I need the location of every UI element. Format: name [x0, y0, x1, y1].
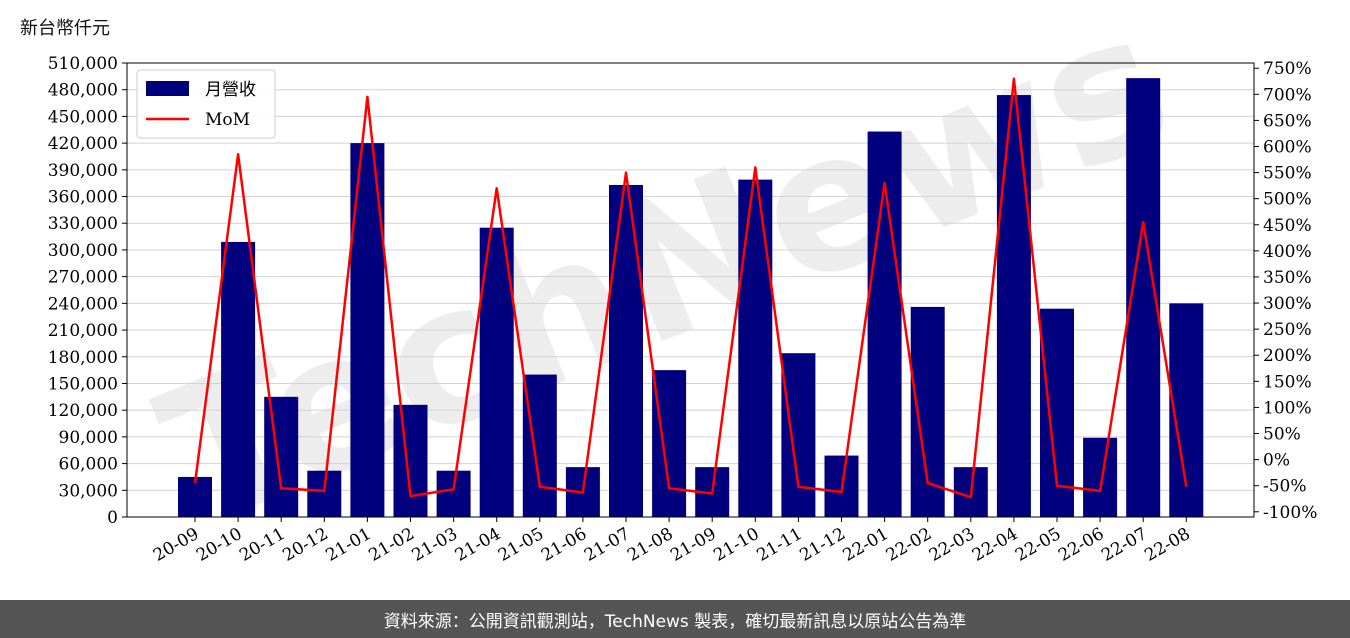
x-tick-label: 22-01 [840, 524, 892, 566]
bar [393, 404, 428, 517]
left-tick-label: 90,000 [59, 428, 118, 448]
x-tick-label: 21-09 [667, 524, 719, 566]
y-axis-unit-label: 新台幣仟元 [20, 18, 110, 39]
right-tick-label: 350% [1263, 268, 1312, 288]
left-tick-label: 330,000 [48, 214, 118, 234]
x-tick-label: 22-03 [926, 524, 978, 566]
left-tick-label: 450,000 [48, 107, 118, 127]
right-tick-label: 250% [1263, 320, 1312, 340]
x-tick-label: 21-05 [495, 524, 547, 566]
left-tick-label: 0 [107, 508, 118, 528]
left-tick-label: 360,000 [48, 188, 118, 208]
left-tick-label: 270,000 [48, 268, 118, 288]
x-tick-label: 21-04 [452, 524, 504, 566]
right-tick-label: 750% [1263, 59, 1312, 79]
left-tick-label: 480,000 [48, 81, 118, 101]
bar [436, 470, 471, 517]
bar [910, 306, 945, 517]
mom-line [193, 77, 1188, 499]
source-footer: 資料來源：公開資訊觀測站，TechNews 製表，確切最新訊息以原站公告為準 [0, 600, 1350, 638]
x-tick-label: 22-07 [1098, 524, 1150, 566]
x-tick-label: 21-03 [409, 524, 461, 566]
bar [178, 476, 212, 517]
x-tick-label: 21-11 [753, 524, 805, 566]
bar [264, 396, 299, 517]
x-tick-label: 20-09 [150, 524, 202, 566]
x-tick-label: 21-08 [624, 524, 676, 566]
right-tick-label: -100% [1263, 503, 1317, 523]
x-tick-label: 22-08 [1141, 524, 1193, 566]
bar [1083, 437, 1118, 517]
bar [652, 370, 687, 517]
x-tick-label: 21-01 [322, 524, 374, 566]
bar [221, 241, 256, 517]
legend-label-mom: MoM [205, 110, 250, 130]
x-tick-label: 22-04 [969, 524, 1021, 566]
right-tick-label: -50% [1263, 477, 1307, 497]
left-tick-label: 300,000 [48, 241, 118, 261]
left-tick-label: 120,000 [48, 401, 118, 421]
plot-frame [126, 62, 1255, 518]
right-tick-label: 650% [1263, 111, 1312, 131]
legend-bar-swatch [146, 81, 189, 96]
x-tick-label: 22-06 [1055, 524, 1107, 566]
bar [522, 374, 557, 517]
right-tick-label: 100% [1263, 398, 1312, 418]
right-tick-label: 200% [1263, 346, 1312, 366]
x-tick-label: 21-10 [710, 524, 762, 566]
left-tick-label: 240,000 [48, 294, 118, 314]
left-tick-label: 60,000 [59, 455, 118, 475]
right-tick-label: 50% [1263, 425, 1301, 445]
x-tick-label: 22-02 [883, 524, 935, 566]
legend-label-revenue: 月營收 [205, 80, 256, 100]
x-tick-label: 21-02 [366, 524, 418, 566]
left-tick-label: 510,000 [48, 54, 118, 74]
legend: 月營收 MoM [136, 69, 276, 139]
left-axis: 0 30,000 60,000 90,000 120,000 150,000 180,000… [48, 54, 127, 528]
right-tick-label: 300% [1263, 294, 1312, 314]
bar [307, 470, 342, 517]
right-tick-label: 550% [1263, 164, 1312, 184]
right-tick-label: 500% [1263, 190, 1312, 210]
left-tick-label: 210,000 [48, 321, 118, 341]
left-tick-label: 390,000 [48, 161, 118, 181]
right-tick-label: 700% [1263, 85, 1312, 105]
bar [738, 179, 773, 517]
right-axis: -100% -50% 0% 50% 100% 150% 200% 250% 300% 350% 40… [1254, 59, 1317, 523]
left-tick-label: 420,000 [48, 134, 118, 154]
mom-points [194, 78, 1187, 498]
left-tick-label: 180,000 [48, 348, 118, 368]
right-tick-label: 150% [1263, 372, 1312, 392]
right-tick-label: 400% [1263, 242, 1312, 262]
x-tick-label: 21-07 [581, 524, 633, 566]
right-tick-label: 600% [1263, 137, 1312, 157]
x-tick-label: 22-05 [1012, 524, 1064, 566]
right-tick-label: 0% [1263, 451, 1290, 471]
left-tick-label: 30,000 [59, 481, 118, 501]
bar [867, 131, 902, 517]
left-tick-label: 150,000 [48, 374, 118, 394]
bar [996, 95, 1031, 517]
right-tick-label: 450% [1263, 216, 1312, 236]
bar [609, 184, 643, 518]
x-tick-label: 21-06 [538, 524, 590, 566]
footer-text: 資料來源：公開資訊觀測站，TechNews 製表，確切最新訊息以原站公告為準 [383, 611, 967, 632]
revenue-chart: TechNews030,00060,00090,000120,000150,00… [48, 0, 1318, 570]
x-tick-label: 21-12 [797, 524, 849, 566]
bar [781, 353, 816, 517]
